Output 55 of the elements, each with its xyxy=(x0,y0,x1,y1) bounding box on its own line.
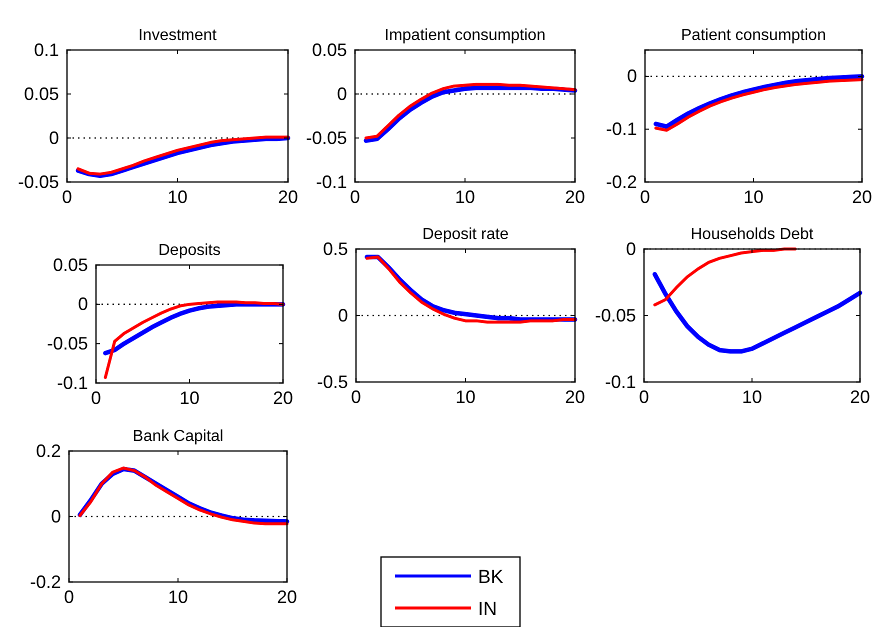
line-series xyxy=(104,300,284,379)
x-tick-label: 10 xyxy=(743,186,764,207)
x-tick-label: 0 xyxy=(640,186,650,207)
x-tick-label: 10 xyxy=(455,386,476,407)
x-tick-label: 20 xyxy=(564,186,586,207)
chart-title: Households Debt xyxy=(690,226,814,243)
x-tick-label: 10 xyxy=(167,186,188,207)
y-tick-label: -0.1 xyxy=(604,372,636,392)
y-tick-label: 0.5 xyxy=(322,238,348,259)
y-tick-label: -0.5 xyxy=(316,372,348,392)
x-tick-label: 20 xyxy=(276,586,298,607)
x-tick-label: 0 xyxy=(90,388,102,408)
line-series xyxy=(652,272,862,354)
y-tick-label: -0.05 xyxy=(594,305,636,326)
y-tick-label: 0 xyxy=(336,84,347,104)
y-tick-label: -0.05 xyxy=(18,172,59,192)
y-tick-label: -0.2 xyxy=(606,172,637,192)
x-tick-label: 20 xyxy=(852,186,872,207)
x-tick-label: 20 xyxy=(564,386,586,407)
y-tick-label: 0 xyxy=(626,238,636,259)
chart-title: Deposits xyxy=(158,242,221,259)
chart-title: Patient consumption xyxy=(681,27,826,44)
y-tick-label: -0.05 xyxy=(46,333,88,354)
y-tick-label: 0.2 xyxy=(36,440,61,461)
legend-label: BK xyxy=(478,567,504,588)
y-tick-label: 0 xyxy=(48,128,59,148)
x-tick-label: 10 xyxy=(179,388,200,408)
chart-title: Bank Capital xyxy=(132,428,224,445)
legend-label: IN xyxy=(478,599,497,620)
y-tick-label: 0 xyxy=(78,294,88,314)
x-tick-label: 20 xyxy=(850,386,870,407)
x-tick-label: 20 xyxy=(272,388,294,408)
y-tick-label: 0.05 xyxy=(52,254,88,275)
y-tick-label: -0.1 xyxy=(316,172,347,192)
chart-title: Impatient consumption xyxy=(384,27,546,44)
y-tick-label: 0 xyxy=(50,506,61,526)
y-tick-label: 0.05 xyxy=(24,84,59,104)
y-tick-label: -0.1 xyxy=(56,372,88,393)
y-tick-label: 0.05 xyxy=(312,40,347,60)
y-tick-label: -0.2 xyxy=(30,572,61,592)
x-tick-label: 0 xyxy=(350,386,362,407)
x-tick-label: 20 xyxy=(278,186,298,207)
x-tick-label: 0 xyxy=(350,186,360,207)
y-tick-label: 0.1 xyxy=(34,40,59,60)
y-tick-label: -0.05 xyxy=(306,128,347,148)
chart-title: Deposit rate xyxy=(422,226,509,243)
x-tick-label: 10 xyxy=(454,186,476,207)
y-tick-label: -0.1 xyxy=(606,118,637,139)
x-tick-label: 0 xyxy=(638,386,650,407)
y-tick-label: 0 xyxy=(626,66,637,86)
chart-title: Investment xyxy=(138,27,218,44)
line-series xyxy=(653,248,797,306)
x-tick-label: 10 xyxy=(742,386,762,407)
y-tick-label: 0 xyxy=(338,305,348,326)
x-tick-label: 10 xyxy=(168,586,188,607)
